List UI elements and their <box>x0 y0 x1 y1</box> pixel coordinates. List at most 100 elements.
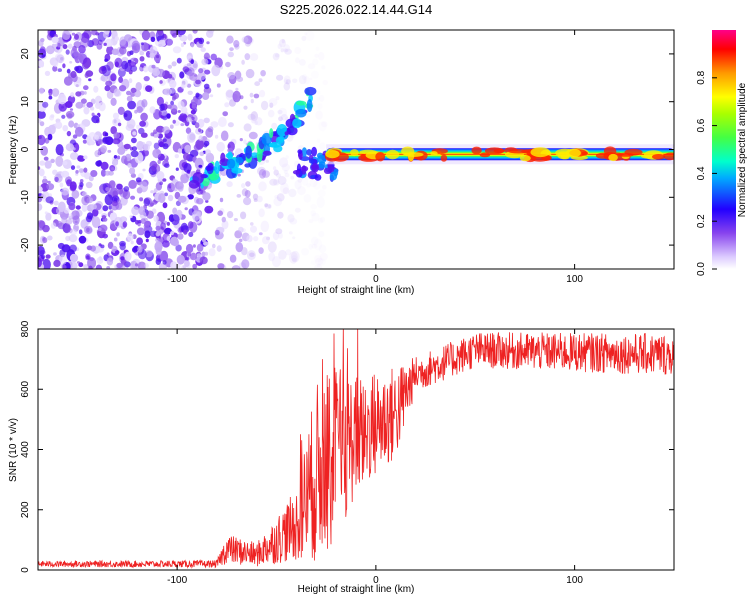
noise-blob <box>241 247 248 256</box>
noise-blob <box>214 134 219 139</box>
noise-blob <box>54 121 63 129</box>
noise-blob <box>288 231 293 235</box>
noise-blob <box>241 183 246 189</box>
noise-blob <box>139 51 145 56</box>
noise-blob <box>140 42 144 46</box>
noise-blob <box>83 225 93 234</box>
noise-blob <box>319 216 326 223</box>
noise-blob <box>83 91 87 95</box>
noise-blob <box>139 120 147 127</box>
noise-blob <box>266 236 270 241</box>
noise-blob <box>285 79 291 85</box>
noise-blob <box>105 187 110 192</box>
noise-blob <box>79 182 84 188</box>
signal-blob <box>214 160 220 174</box>
noise-blob <box>202 192 211 201</box>
noise-blob <box>40 146 48 156</box>
noise-blob <box>42 237 48 244</box>
noise-blob <box>144 249 153 258</box>
signal-blob <box>273 145 283 153</box>
noise-blob <box>248 131 258 140</box>
noise-blob <box>172 46 182 54</box>
noise-blob <box>216 141 225 152</box>
noise-blob <box>303 194 312 203</box>
noise-blob <box>143 65 149 73</box>
noise-blob <box>277 43 282 50</box>
noise-blob <box>121 60 129 70</box>
noise-blob <box>316 196 325 208</box>
noise-blob <box>241 59 245 65</box>
noise-blob <box>229 47 234 51</box>
noise-blob <box>273 169 279 176</box>
noise-blob <box>172 178 177 183</box>
snr-ytick-label: 200 <box>20 501 31 518</box>
noise-blob <box>297 186 306 196</box>
noise-blob <box>65 219 73 225</box>
noise-blob <box>129 215 133 219</box>
noise-blob <box>310 203 318 210</box>
noise-blob <box>42 178 48 185</box>
colorbar-tick-label: 0.2 <box>696 214 707 228</box>
noise-blob <box>237 173 241 177</box>
noise-blob <box>138 206 145 216</box>
noise-blob <box>243 39 248 43</box>
noise-blob <box>241 259 250 269</box>
noise-blob <box>83 106 90 115</box>
noise-blob <box>91 30 98 36</box>
noise-blob <box>46 183 55 191</box>
noise-blob <box>62 44 68 50</box>
snr-ticks: -100 0 100 0 200 400 600 800 <box>20 320 674 586</box>
noise-blob <box>182 265 187 269</box>
steady-line-hotspot <box>530 147 551 158</box>
noise-blob <box>155 225 161 231</box>
noise-blob <box>141 99 148 108</box>
steady-line-hotspot <box>508 149 530 154</box>
noise-blob <box>61 30 71 41</box>
noise-blob <box>121 56 129 63</box>
noise-blob <box>317 90 321 95</box>
noise-blob <box>288 188 297 198</box>
signal-blob <box>295 100 307 106</box>
noise-blob <box>250 111 258 122</box>
noise-blob <box>247 113 256 121</box>
noise-blob <box>158 43 163 48</box>
noise-blob <box>159 181 164 186</box>
noise-blob <box>97 138 104 145</box>
noise-blob <box>96 257 104 264</box>
noise-blob <box>156 96 164 107</box>
noise-blob <box>302 74 307 81</box>
noise-blob <box>317 103 323 110</box>
noise-blob <box>238 226 244 233</box>
noise-blob <box>260 70 266 77</box>
noise-blob <box>297 178 303 183</box>
noise-blob <box>130 240 134 245</box>
colorbar-tick-label: 0.0 <box>696 262 707 276</box>
noise-blob <box>203 52 210 61</box>
noise-blob <box>117 147 126 155</box>
noise-blob <box>48 88 53 95</box>
noise-blob <box>112 112 120 120</box>
noise-blob <box>42 183 48 192</box>
noise-blob <box>262 236 270 245</box>
noise-blob <box>268 204 272 209</box>
spectrogram-signal <box>188 86 674 189</box>
noise-blob <box>276 74 284 81</box>
noise-blob <box>156 171 165 180</box>
noise-blob <box>274 53 280 58</box>
noise-blob <box>136 237 144 245</box>
colorbar-tick-label: 0.6 <box>696 118 707 132</box>
noise-blob <box>38 257 42 268</box>
noise-blob <box>322 185 327 190</box>
noise-blob <box>91 216 101 228</box>
noise-blob <box>68 213 73 218</box>
noise-blob <box>301 248 310 256</box>
noise-blob <box>192 263 198 269</box>
noise-blob <box>183 229 188 235</box>
noise-blob <box>268 252 276 262</box>
noise-blob <box>123 143 131 150</box>
steady-line-hotspot <box>519 155 531 162</box>
noise-blob <box>191 103 197 109</box>
noise-blob <box>278 116 283 122</box>
noise-blob <box>67 43 73 49</box>
signal-blob <box>311 162 319 173</box>
